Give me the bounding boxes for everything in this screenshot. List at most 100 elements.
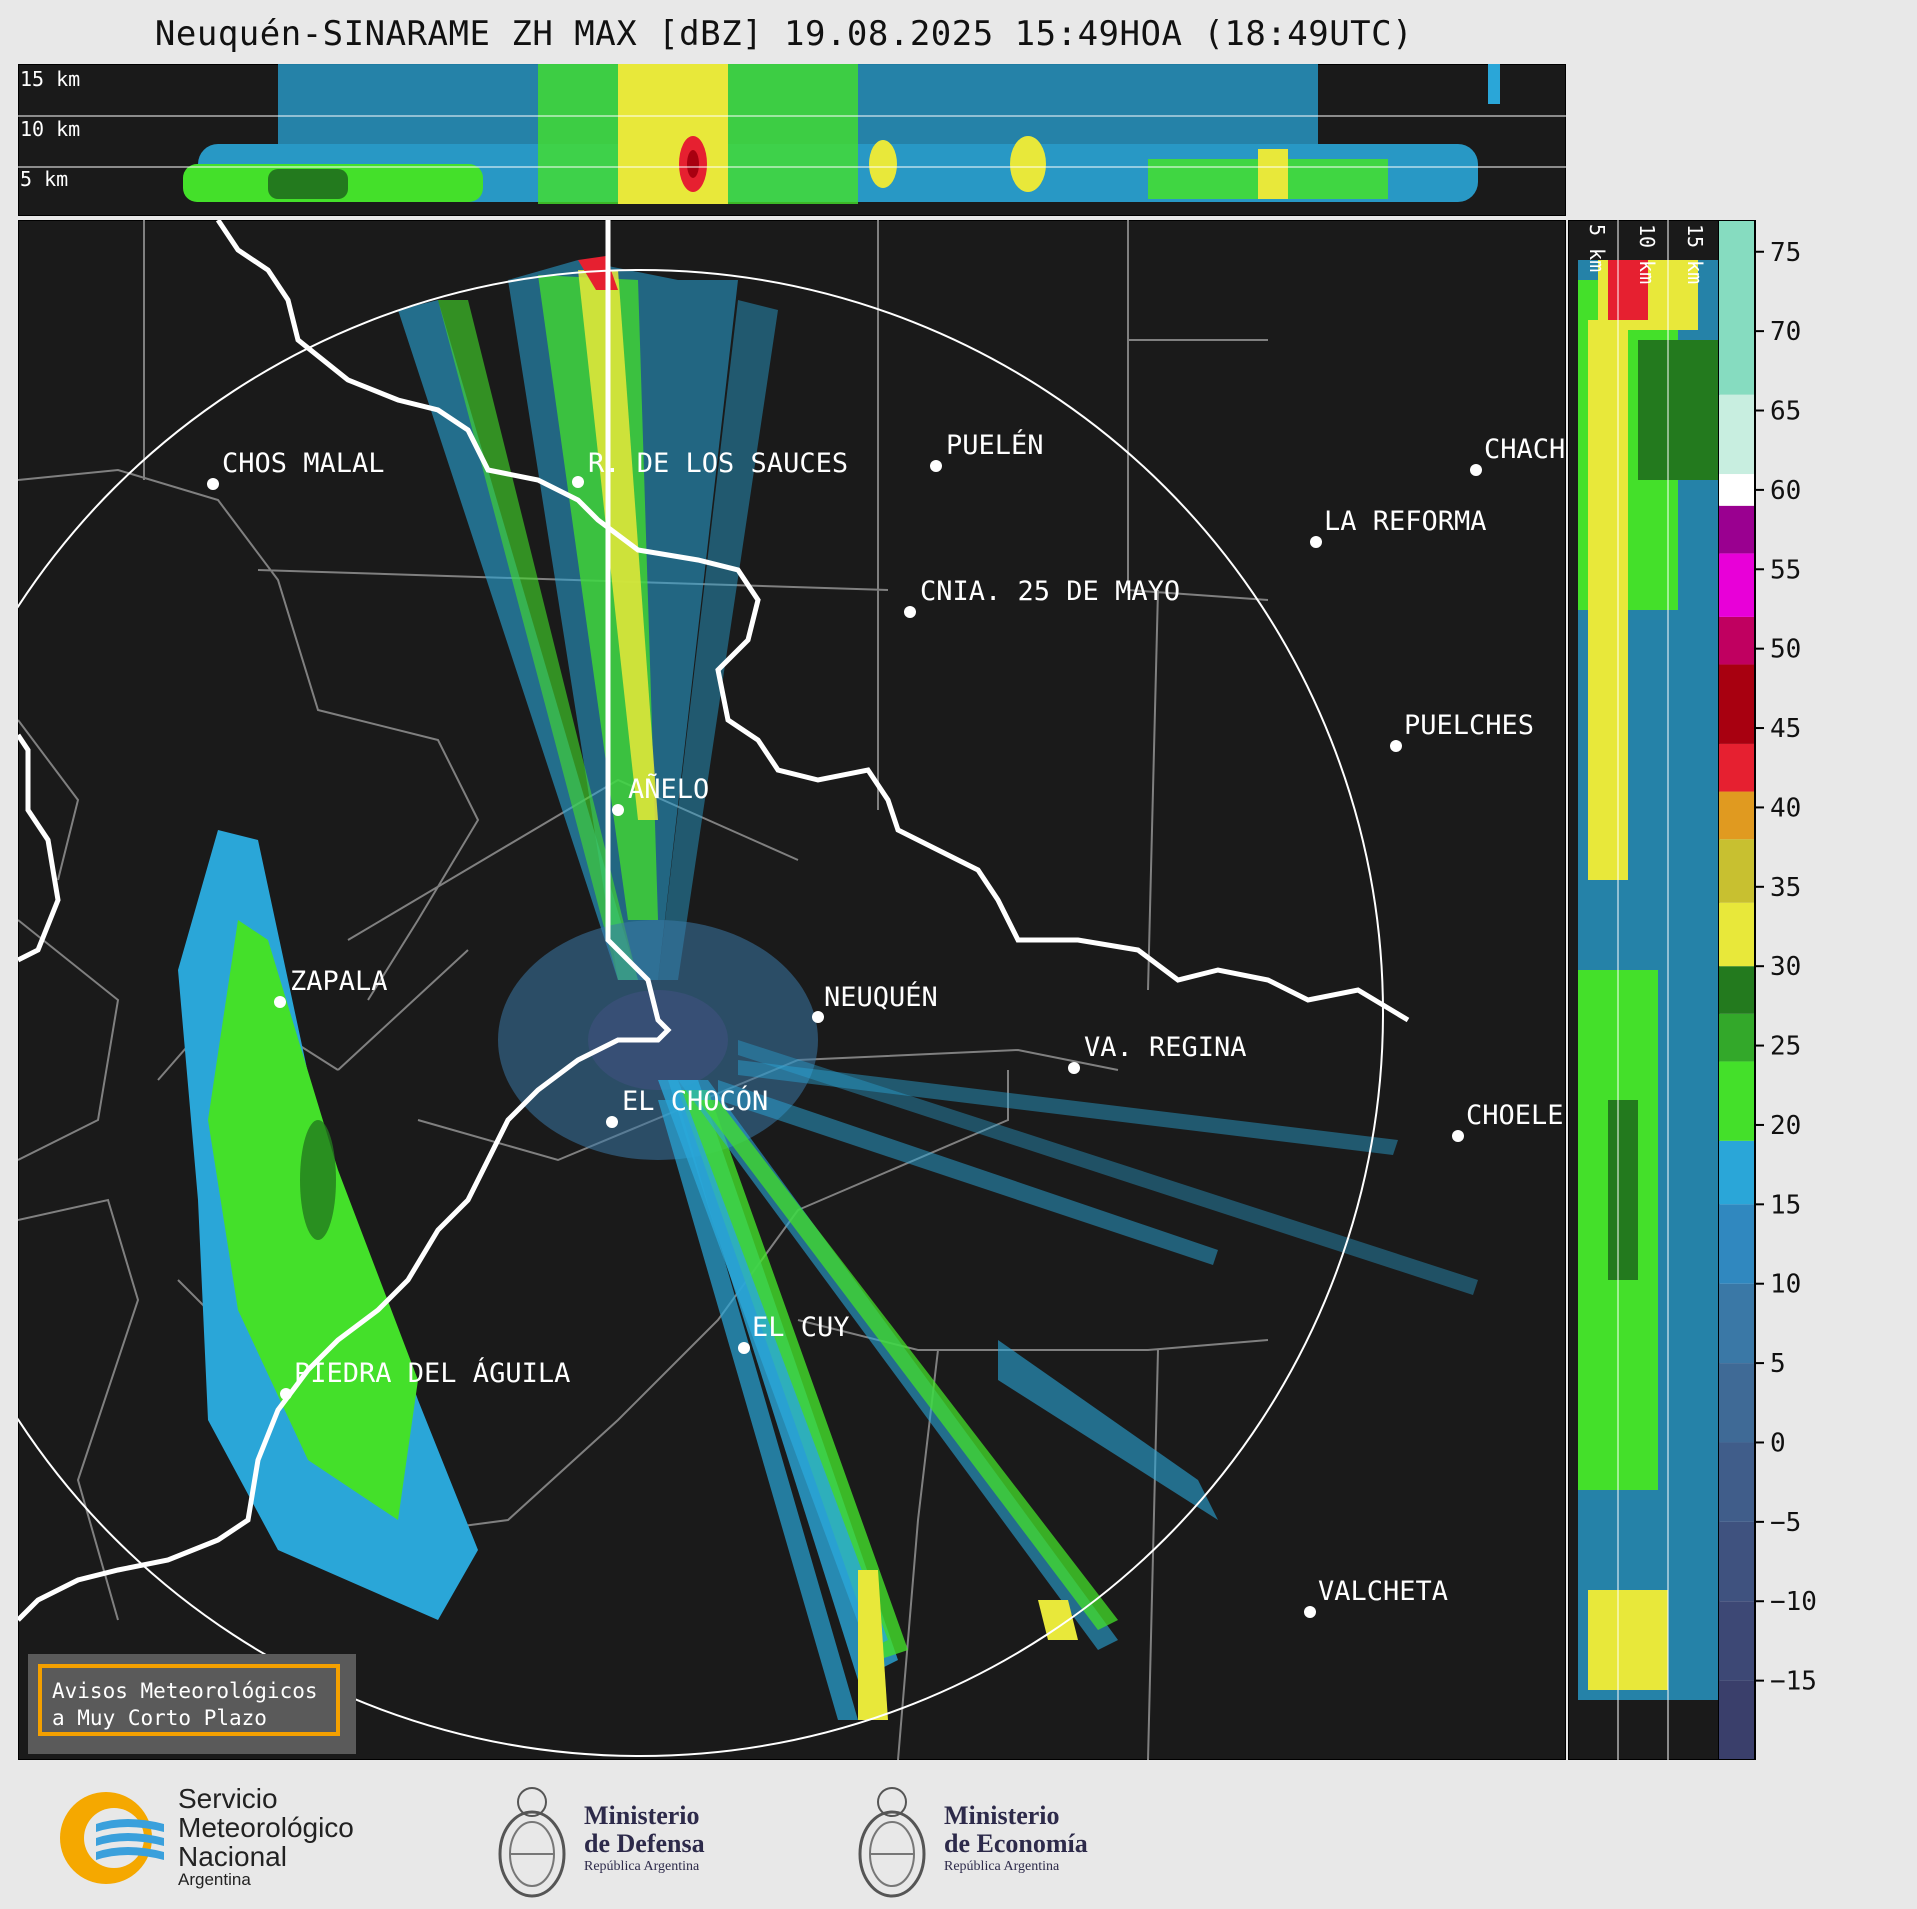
colorbar-tick-label: 70 bbox=[1770, 317, 1801, 347]
logo-footer: Servicio Meteorológico Nacional Argentin… bbox=[0, 1770, 1568, 1909]
city-label: EL CHOCÓN bbox=[622, 1085, 768, 1117]
city-label: EL CUY bbox=[752, 1312, 850, 1343]
city-dot-valcheta bbox=[1304, 1606, 1316, 1618]
echo-band bbox=[1608, 1100, 1638, 1280]
height-label-10km: 10 km bbox=[1635, 224, 1659, 284]
colorbar-band bbox=[1718, 1601, 1755, 1681]
city-label: R. DE LOS SAUCES bbox=[588, 448, 848, 479]
echo-band bbox=[1638, 340, 1718, 480]
height-label-5km: 5 km bbox=[20, 167, 68, 191]
top-cross-section-panel: 15 km 10 km 5 km bbox=[18, 64, 1566, 216]
colorbar-tick-label: 40 bbox=[1770, 793, 1801, 823]
city-dot-puelen bbox=[930, 460, 942, 472]
colorbar-band bbox=[1718, 1061, 1755, 1141]
colorbar-band bbox=[1718, 220, 1755, 395]
echo-band bbox=[1588, 1590, 1668, 1690]
colorbar-band bbox=[1718, 966, 1755, 1014]
colorbar-band bbox=[1718, 1140, 1755, 1205]
colorbar-tick-label: 55 bbox=[1770, 555, 1801, 585]
warning-text-frame: Avisos Meteorológicos a Muy Corto Plazo bbox=[38, 1664, 340, 1736]
smn-name: Servicio Meteorológico Nacional Argentin… bbox=[178, 1783, 354, 1889]
city-label: LA REFORMA bbox=[1324, 506, 1487, 537]
colorbar-tick-label: 25 bbox=[1770, 1032, 1801, 1062]
colorbar-band bbox=[1718, 394, 1755, 475]
city-dot-la-reforma bbox=[1310, 536, 1322, 548]
coat-of-arms-icon bbox=[858, 1787, 926, 1898]
defensa-name: Ministerio de Defensa República Argentin… bbox=[584, 1801, 705, 1875]
smn-logo-icon bbox=[60, 1792, 164, 1884]
colorbar-band bbox=[1718, 664, 1755, 744]
city-dot-el-cuy bbox=[738, 1342, 750, 1354]
colorbar-band bbox=[1718, 1204, 1755, 1284]
colorbar-band bbox=[1718, 474, 1755, 506]
colorbar-tick-label: 15 bbox=[1770, 1190, 1801, 1220]
right-cross-section-panel: 5 km 10 km 15 km bbox=[1568, 220, 1720, 1760]
city-dot-va-regina bbox=[1068, 1062, 1080, 1074]
colorbar-tick-label: 65 bbox=[1770, 397, 1801, 427]
colorbar-tick-label: −5 bbox=[1770, 1508, 1801, 1538]
city-label: PIEDRA DEL ÁGUILA bbox=[294, 1357, 570, 1389]
economia-name: Ministerio de Economía República Argenti… bbox=[944, 1801, 1088, 1875]
echo-band bbox=[1258, 149, 1288, 199]
echo-core bbox=[687, 150, 699, 178]
colorbar-tick-label: 60 bbox=[1770, 476, 1801, 506]
height-label-10km: 10 km bbox=[20, 117, 80, 141]
range-ring bbox=[18, 269, 1384, 1757]
colorbar-band bbox=[1718, 616, 1755, 665]
colorbar-band bbox=[1718, 839, 1755, 903]
colorbar-tick-label: 50 bbox=[1770, 635, 1801, 665]
echo-band bbox=[1488, 64, 1500, 104]
height-label-15km: 15 km bbox=[1683, 224, 1707, 284]
city-label: CHOELE bbox=[1466, 1100, 1564, 1131]
colorbar-tick-label: 5 bbox=[1770, 1349, 1786, 1379]
warning-line-2: a Muy Corto Plazo bbox=[52, 1706, 267, 1730]
colorbar-tick-label: 30 bbox=[1770, 952, 1801, 982]
colorbar-band bbox=[1718, 1680, 1755, 1760]
coat-of-arms-icon bbox=[498, 1787, 566, 1898]
city-label: ZAPALA bbox=[290, 966, 388, 997]
colorbar-tick-label: 45 bbox=[1770, 714, 1801, 744]
colorbar-tick-label: 10 bbox=[1770, 1270, 1801, 1300]
city-label: CNIA. 25 DE MAYO bbox=[920, 576, 1180, 607]
colorbar-band bbox=[1718, 743, 1755, 792]
city-dot-el-chocon bbox=[606, 1116, 618, 1128]
echo-band bbox=[1588, 320, 1628, 880]
colorbar-tick-label: 75 bbox=[1770, 238, 1801, 268]
warning-box: Avisos Meteorológicos a Muy Corto Plazo bbox=[28, 1654, 356, 1754]
echo-band bbox=[268, 169, 348, 199]
city-dot-chach bbox=[1470, 464, 1482, 476]
colorbar-tick-label: −15 bbox=[1770, 1667, 1817, 1697]
city-dot-cnia-25-de-mayo bbox=[904, 606, 916, 618]
colorbar-band bbox=[1718, 791, 1755, 840]
city-dot-chos-malal bbox=[207, 478, 219, 490]
city-dot-zapala bbox=[274, 996, 286, 1008]
colorbar-band bbox=[1718, 1013, 1755, 1062]
city-dot-anelo bbox=[612, 804, 624, 816]
echo-core bbox=[869, 140, 897, 188]
colorbar-band bbox=[1718, 1442, 1755, 1522]
colorbar-band bbox=[1718, 1283, 1755, 1364]
colorbar-band bbox=[1718, 1521, 1755, 1602]
page-title: Neuquén-SINARAME ZH MAX [dBZ] 19.08.2025… bbox=[154, 14, 1414, 54]
colorbar-band bbox=[1718, 505, 1755, 554]
colorbar-tick-label: 0 bbox=[1770, 1428, 1786, 1458]
colorbar-band bbox=[1718, 553, 1755, 617]
city-dot-choele bbox=[1452, 1130, 1464, 1142]
city-label: AÑELO bbox=[628, 773, 709, 805]
city-dot-puelches bbox=[1390, 740, 1402, 752]
radar-map[interactable]: CHOS MALAL R. DE LOS SAUCES PUELÉN CHACH… bbox=[18, 220, 1566, 1760]
echo-band bbox=[1608, 260, 1648, 320]
echo-band bbox=[618, 64, 728, 204]
city-label: CHOS MALAL bbox=[222, 448, 385, 479]
city-label: PUELCHES bbox=[1404, 710, 1534, 741]
city-label: VALCHETA bbox=[1318, 1576, 1448, 1607]
radar-echoes bbox=[178, 256, 1478, 1720]
height-label-15km: 15 km bbox=[20, 67, 80, 91]
city-dot-rincon-de-los-sauces bbox=[572, 476, 584, 488]
provincial-limits bbox=[18, 220, 1410, 1622]
echo-core bbox=[1010, 136, 1046, 192]
city-label: NEUQUÉN bbox=[824, 981, 938, 1013]
city-dot-neuquen bbox=[812, 1011, 824, 1023]
city-label: PUELÉN bbox=[946, 429, 1044, 461]
